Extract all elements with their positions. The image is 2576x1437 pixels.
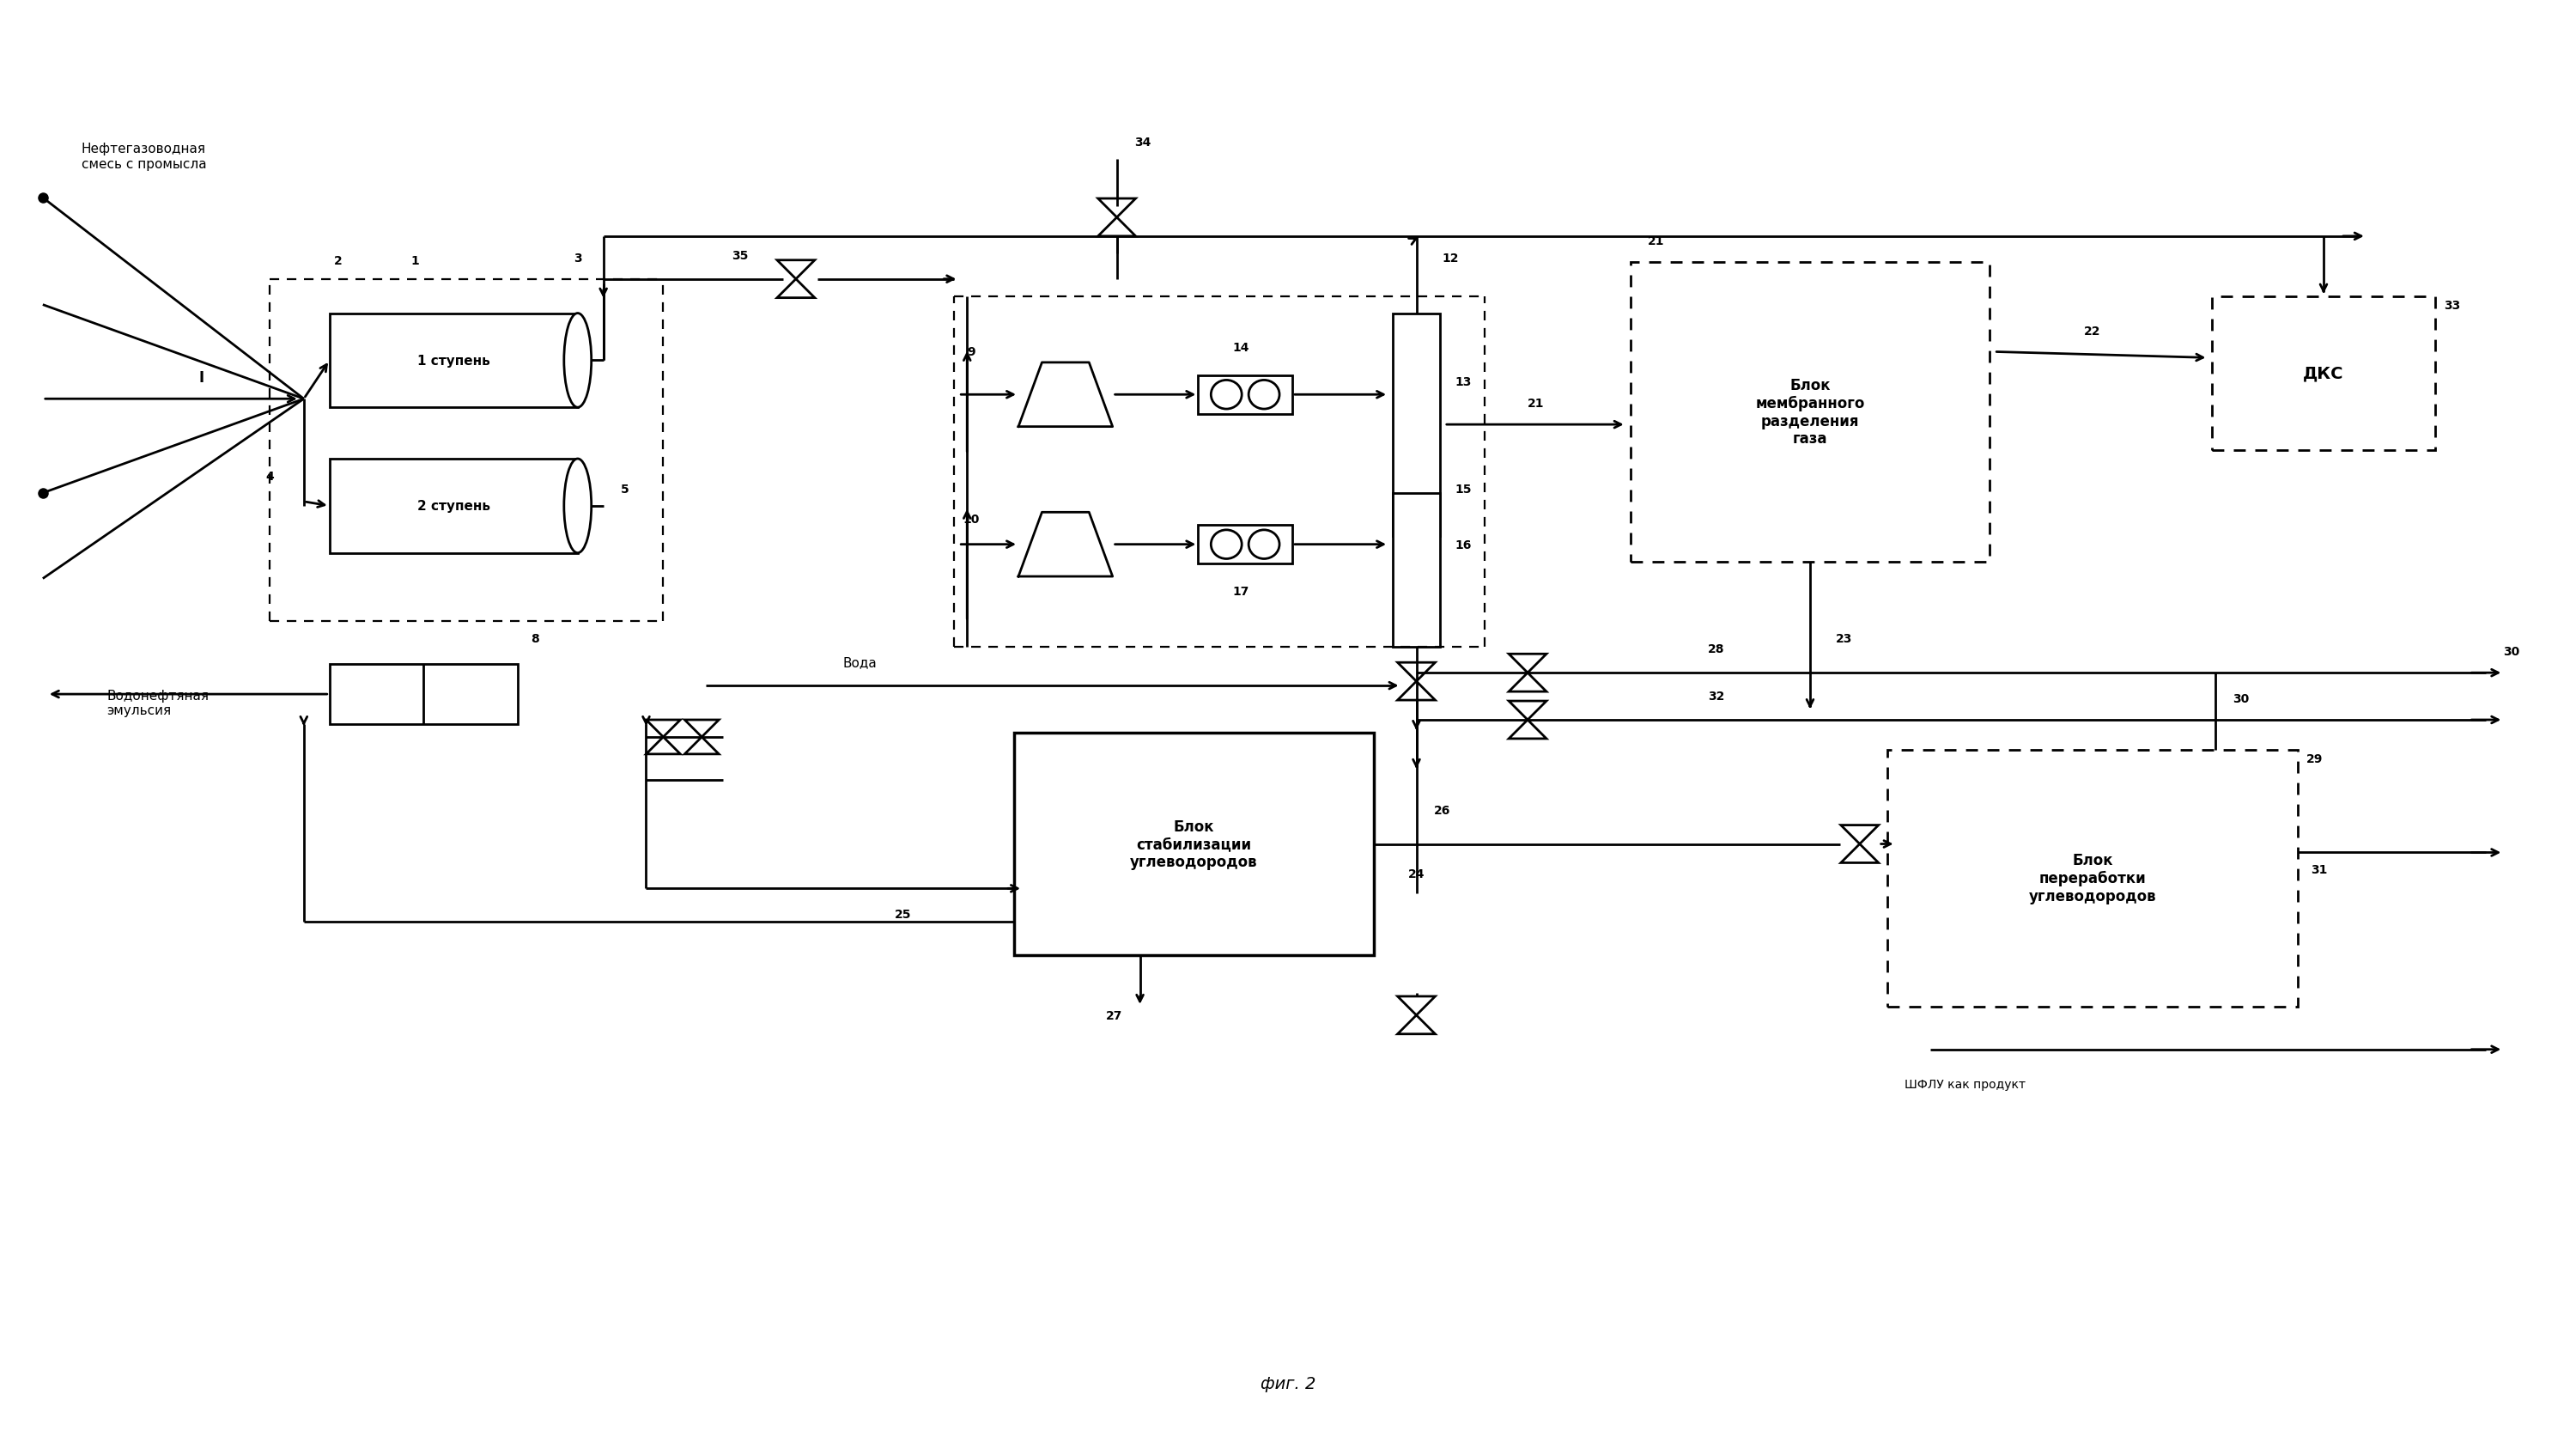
- Bar: [1888, 750, 2298, 1007]
- Text: 1: 1: [412, 254, 420, 267]
- Ellipse shape: [1249, 381, 1280, 410]
- Text: 21: 21: [1528, 398, 1546, 410]
- Ellipse shape: [1211, 530, 1242, 559]
- Text: 1 ступень: 1 ступень: [417, 355, 489, 368]
- Text: 2: 2: [335, 254, 343, 267]
- Bar: [330, 460, 577, 553]
- Text: 5: 5: [621, 483, 629, 496]
- Text: 23: 23: [1837, 632, 1852, 645]
- Bar: [1631, 263, 1989, 562]
- Text: 13: 13: [1455, 376, 1471, 388]
- Bar: [330, 664, 518, 724]
- Ellipse shape: [564, 313, 592, 408]
- Text: 24: 24: [1409, 868, 1425, 881]
- Text: 21: 21: [1649, 236, 1664, 247]
- Text: 29: 29: [2306, 753, 2324, 764]
- Text: Водонефтяная
эмульсия: Водонефтяная эмульсия: [108, 690, 209, 717]
- Text: ШФЛУ как продукт: ШФЛУ как продукт: [1904, 1078, 2025, 1089]
- Text: ДКС: ДКС: [2303, 365, 2344, 382]
- Ellipse shape: [1211, 381, 1242, 410]
- Text: 35: 35: [732, 250, 750, 262]
- Text: 30: 30: [2233, 693, 2249, 704]
- Text: 12: 12: [1443, 251, 1458, 264]
- Text: 16: 16: [1455, 539, 1471, 550]
- Bar: [1394, 493, 1440, 648]
- Ellipse shape: [564, 460, 592, 553]
- Text: 26: 26: [1435, 805, 1450, 816]
- Text: 9: 9: [966, 346, 976, 358]
- Text: 15: 15: [1455, 483, 1471, 496]
- Bar: [1198, 376, 1293, 414]
- Text: 27: 27: [1105, 1009, 1123, 1022]
- Text: Блок
переработки
углеводородов: Блок переработки углеводородов: [2030, 852, 2156, 904]
- Bar: [330, 313, 577, 408]
- Text: Вода: Вода: [842, 655, 876, 668]
- Text: 34: 34: [1133, 137, 1151, 148]
- Text: 22: 22: [2084, 325, 2102, 336]
- Text: 28: 28: [1708, 644, 1723, 655]
- Text: 4: 4: [265, 470, 273, 483]
- Ellipse shape: [1249, 530, 1280, 559]
- Bar: [1394, 313, 1440, 536]
- Text: 14: 14: [1231, 342, 1249, 354]
- Text: 2 ступень: 2 ступень: [417, 500, 489, 513]
- Bar: [2213, 296, 2434, 451]
- Text: 33: 33: [2445, 299, 2460, 312]
- Text: 25: 25: [894, 908, 912, 921]
- Text: Блок
стабилизации
углеводородов: Блок стабилизации углеводородов: [1131, 819, 1257, 869]
- Text: 10: 10: [963, 513, 979, 525]
- Text: 31: 31: [2311, 864, 2329, 877]
- Text: 17: 17: [1231, 586, 1249, 598]
- Text: 8: 8: [531, 632, 538, 645]
- Text: 3: 3: [574, 251, 582, 264]
- Text: 30: 30: [2504, 645, 2519, 658]
- Text: 32: 32: [1708, 690, 1723, 703]
- Text: Блок
мембранного
разделения
газа: Блок мембранного разделения газа: [1754, 378, 1865, 447]
- Text: Нефтегазоводная
смесь с промысла: Нефтегазоводная смесь с промысла: [82, 142, 206, 171]
- Bar: [1198, 526, 1293, 565]
- Text: фиг. 2: фиг. 2: [1260, 1375, 1316, 1391]
- Bar: [1015, 733, 1373, 956]
- Text: I: I: [198, 371, 204, 385]
